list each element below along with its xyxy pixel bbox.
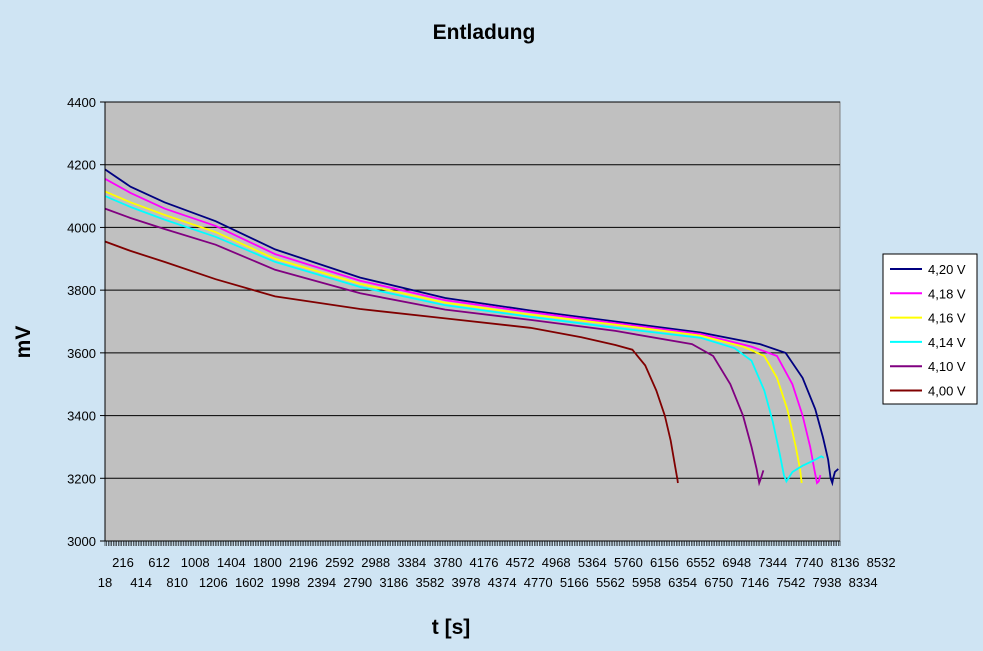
x-tick-label: 7542 xyxy=(776,575,805,590)
x-tick-label: 414 xyxy=(130,575,152,590)
x-tick-label: 8334 xyxy=(849,575,878,590)
y-tick-label: 4000 xyxy=(67,220,96,235)
y-axis-ticks: 3000 3200 3400 3600 3800 4000 4200 4400 xyxy=(67,95,105,549)
y-tick-label: 3400 xyxy=(67,409,96,424)
x-tick-label: 612 xyxy=(148,555,170,570)
x-tick-label: 5958 xyxy=(632,575,661,590)
x-tick-label: 3582 xyxy=(415,575,444,590)
x-tick-label: 6156 xyxy=(650,555,679,570)
x-tick-label: 1008 xyxy=(181,555,210,570)
x-tick-label: 5166 xyxy=(560,575,589,590)
series-line-1 xyxy=(104,178,822,485)
chart-title: Entladung xyxy=(433,21,536,44)
x-tick-label: 7146 xyxy=(740,575,769,590)
series-lines xyxy=(104,168,839,487)
x-tick-label: 4572 xyxy=(506,555,535,570)
x-axis-ticks: 216 612 1008 1404 1800 2196 2592 2988 3384 3780 41… xyxy=(98,541,896,590)
x-tick-label: 1206 xyxy=(199,575,228,590)
x-tick-label: 810 xyxy=(166,575,188,590)
legend-label: 4,10 V xyxy=(928,359,966,374)
x-tick-label: 18 xyxy=(98,575,112,590)
series-line-3 xyxy=(104,195,825,484)
x-tick-label: 216 xyxy=(112,555,134,570)
x-tick-label: 2592 xyxy=(325,555,354,570)
x-tick-label: 5562 xyxy=(596,575,625,590)
x-tick-label: 1404 xyxy=(217,555,246,570)
x-tick-label: 2988 xyxy=(361,555,390,570)
legend-box xyxy=(882,253,978,405)
x-tick-label: 1800 xyxy=(253,555,282,570)
x-tick-label: 3978 xyxy=(452,575,481,590)
x-tick-label: 1998 xyxy=(271,575,300,590)
x-tick-label: 2790 xyxy=(343,575,372,590)
x-tick-label: 2196 xyxy=(289,555,318,570)
x-tick-label: 6552 xyxy=(686,555,715,570)
x-tick-label: 7740 xyxy=(794,555,823,570)
x-tick-label: 7344 xyxy=(758,555,787,570)
legend-label: 4,20 V xyxy=(928,262,966,277)
series-line-2 xyxy=(104,190,803,484)
x-tick-label: 4176 xyxy=(470,555,499,570)
y-axis-title: mV xyxy=(12,326,35,359)
x-tick-label: 1602 xyxy=(235,575,264,590)
legend-label: 4,00 V xyxy=(928,384,966,399)
x-tick-label: 6750 xyxy=(704,575,733,590)
y-tick-label: 4200 xyxy=(67,158,96,173)
y-tick-label: 3600 xyxy=(67,346,96,361)
x-tick-label: 8532 xyxy=(867,555,896,570)
x-tick-label: 3780 xyxy=(433,555,462,570)
series-line-5 xyxy=(104,240,679,484)
x-tick-label: 3384 xyxy=(397,555,426,570)
y-tick-label: 4400 xyxy=(67,95,96,110)
series-line-0 xyxy=(104,168,839,487)
x-tick-label: 6354 xyxy=(668,575,697,590)
legend-label: 4,18 V xyxy=(928,286,966,301)
x-axis-title: t [s] xyxy=(432,616,471,639)
x-tick-label: 5760 xyxy=(614,555,643,570)
x-tick-label: 5364 xyxy=(578,555,607,570)
legend: 4,20 V 4,18 V 4,16 V 4,14 V 4,10 V 4,00 V xyxy=(882,253,978,405)
x-tick-label: 4968 xyxy=(542,555,571,570)
y-tick-label: 3800 xyxy=(67,283,96,298)
series-line-4 xyxy=(104,207,765,487)
legend-label: 4,14 V xyxy=(928,335,966,350)
legend-label: 4,16 V xyxy=(928,311,966,326)
x-tick-label: 8136 xyxy=(831,555,860,570)
x-tick-label: 7938 xyxy=(813,575,842,590)
x-tick-label: 4374 xyxy=(488,575,517,590)
x-tick-label: 2394 xyxy=(307,575,336,590)
x-tick-label: 6948 xyxy=(722,555,751,570)
y-tick-label: 3200 xyxy=(67,471,96,486)
x-tick-label: 4770 xyxy=(524,575,553,590)
x-tick-label: 3186 xyxy=(379,575,408,590)
y-tick-label: 3000 xyxy=(67,534,96,549)
